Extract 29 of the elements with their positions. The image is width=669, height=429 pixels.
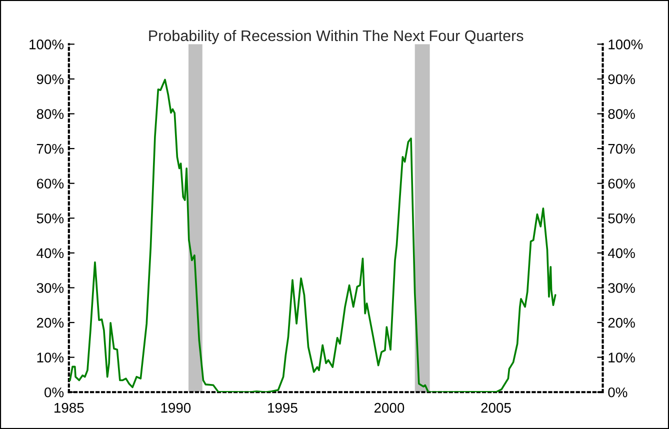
x-tick-label: 1990 [161, 402, 191, 413]
y2-tick-label: 80% [608, 109, 635, 119]
y-tick-label: 10% [37, 352, 64, 362]
y2-tick-label: 40% [608, 248, 635, 258]
y2-tick-label: 10% [608, 352, 635, 362]
x-tick-label: 2005 [481, 402, 511, 413]
y2-tick-label: 0% [608, 387, 628, 398]
y2-tick-label: 30% [608, 283, 635, 293]
y-tick-label: 50% [36, 213, 64, 224]
y2-tick-label: 70% [608, 144, 635, 154]
y-tick-label: 100% [30, 40, 64, 50]
x-tick-label: 2000 [374, 402, 404, 413]
y-tick-label: 60% [36, 178, 64, 189]
y-tick-label: 30% [36, 283, 64, 293]
y-tick-label: 0% [44, 387, 64, 398]
y-tick-label: 20% [36, 318, 64, 328]
y2-tick-label: 100% [608, 40, 643, 50]
line-series [69, 78, 556, 392]
y-tick-label: 70% [36, 144, 64, 154]
x-tick-label: 1995 [268, 402, 298, 413]
y-tick-label: 90% [36, 74, 64, 84]
x-tick-label: 1985 [54, 402, 84, 413]
chart-title: Probability of Recession Within The Next Four Quarters [149, 30, 524, 44]
y-tick-label: 80% [36, 109, 64, 119]
y-tick-label: 40% [36, 248, 64, 258]
y2-tick-label: 20% [608, 318, 635, 328]
y2-tick-label: 60% [608, 178, 635, 189]
y2-tick-label: 50% [608, 213, 635, 224]
y2-tick-label: 90% [608, 74, 635, 84]
